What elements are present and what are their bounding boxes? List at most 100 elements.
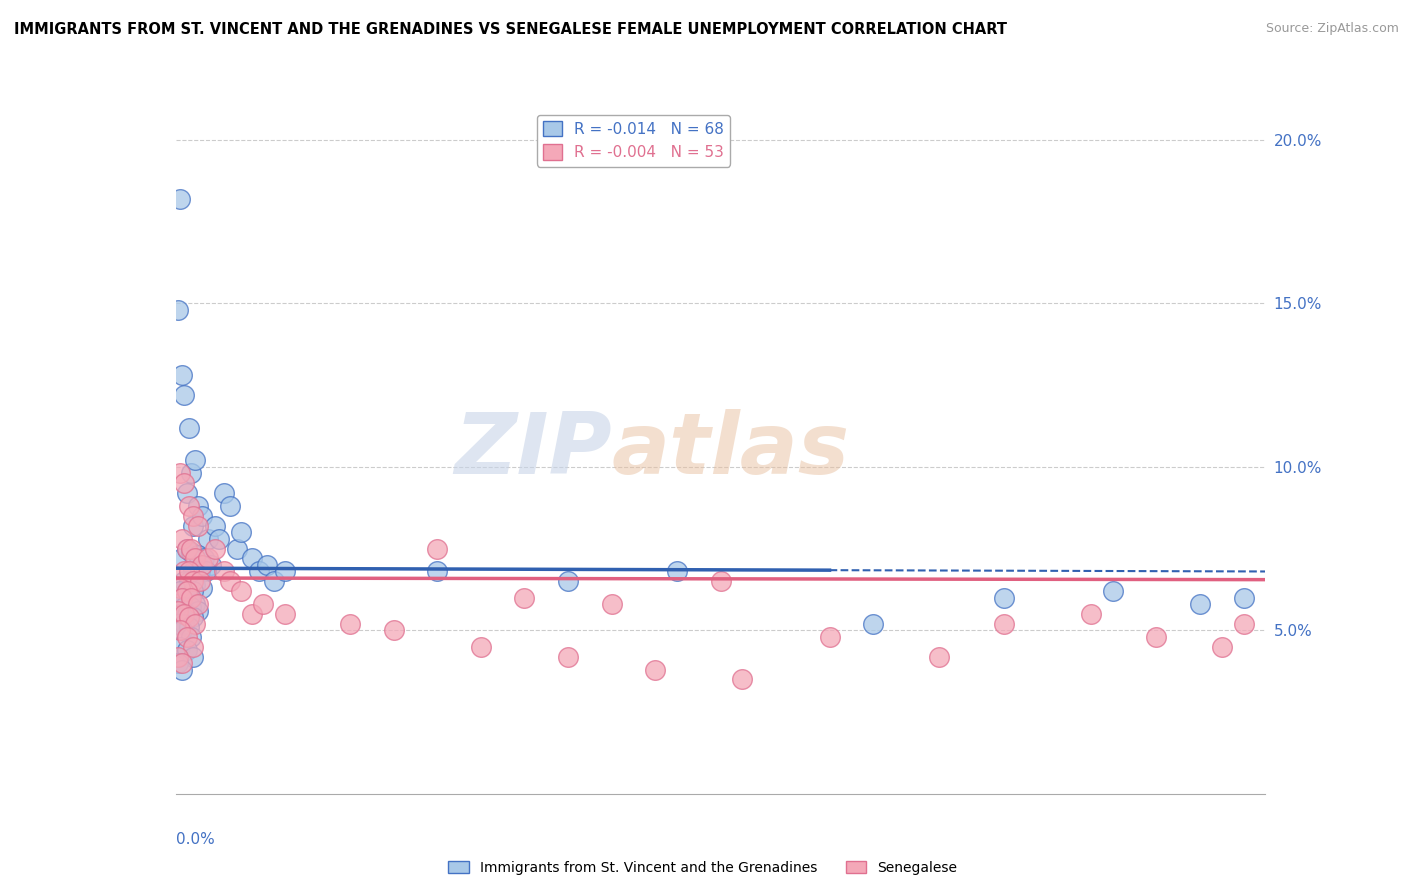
Point [172,368,194,383]
Point [184,453,207,467]
Point [176,584,198,599]
Point [167,649,190,664]
Point [172,532,194,546]
Point [181,565,204,579]
Point [167,302,190,317]
Point [181,508,204,523]
Point [169,624,191,638]
Point [172,656,194,670]
Point [176,486,198,500]
Point [426,541,449,556]
Point [204,518,226,533]
Point [181,584,204,599]
Point [181,640,204,654]
Point [169,467,191,481]
Point [644,663,666,677]
Point [184,616,207,631]
Point [274,565,297,579]
Point [180,545,202,559]
Point [177,565,200,579]
Point [173,600,195,615]
Point [197,532,219,546]
Point [177,610,200,624]
Point [731,673,754,687]
Point [1232,616,1256,631]
Point [180,541,202,556]
Point [177,420,200,434]
Point [173,616,195,631]
Point [173,565,195,579]
Point [600,597,623,611]
Point [184,551,207,566]
Point [169,581,191,595]
Text: IMMIGRANTS FROM ST. VINCENT AND THE GRENADINES VS SENEGALESE FEMALE UNEMPLOYMENT: IMMIGRANTS FROM ST. VINCENT AND THE GREN… [14,22,1007,37]
Point [191,581,214,595]
Point [181,649,204,664]
Point [274,607,297,621]
Point [176,584,198,599]
Point [240,551,263,566]
Point [666,565,689,579]
Point [177,574,200,589]
Point [263,574,285,589]
Point [212,565,235,579]
Point [1102,584,1125,599]
Point [176,630,198,644]
Point [167,604,190,618]
Point [197,551,219,566]
Point [252,597,274,611]
Point [200,558,222,572]
Point [172,624,194,638]
Point [172,663,194,677]
Point [231,584,253,599]
Point [191,558,214,572]
Point [167,597,190,611]
Point [862,616,884,631]
Point [818,630,841,644]
Point [177,591,200,605]
Point [188,565,211,579]
Point [173,476,195,491]
Point [204,541,226,556]
Point [173,388,195,402]
Point [1211,640,1233,654]
Point [169,607,191,621]
Point [169,192,191,206]
Point [172,591,194,605]
Point [993,591,1015,605]
Point [180,467,202,481]
Text: 0.0%: 0.0% [176,831,215,847]
Point [1144,630,1167,644]
Text: ZIP: ZIP [454,409,612,492]
Point [208,532,231,546]
Point [1232,591,1256,605]
Point [928,649,950,664]
Point [176,607,198,621]
Point [219,574,242,589]
Point [195,565,218,579]
Point [186,597,209,611]
Point [172,591,194,605]
Point [172,551,194,566]
Point [993,616,1015,631]
Point [513,591,536,605]
Point [382,624,405,638]
Point [557,574,579,589]
Point [1080,607,1102,621]
Point [557,649,579,664]
Point [167,656,190,670]
Point [225,541,247,556]
Point [176,643,198,657]
Legend: Immigrants from St. Vincent and the Grenadines, Senegalese: Immigrants from St. Vincent and the Gren… [443,855,963,880]
Point [180,591,202,605]
Point [710,574,733,589]
Text: Source: ZipAtlas.com: Source: ZipAtlas.com [1265,22,1399,36]
Point [181,574,204,589]
Point [186,499,209,513]
Point [186,518,209,533]
Point [470,640,492,654]
Point [184,597,207,611]
Legend: R = -0.014   N = 68, R = -0.004   N = 53: R = -0.014 N = 68, R = -0.004 N = 53 [537,115,730,167]
Point [181,610,204,624]
Text: atlas: atlas [612,409,849,492]
